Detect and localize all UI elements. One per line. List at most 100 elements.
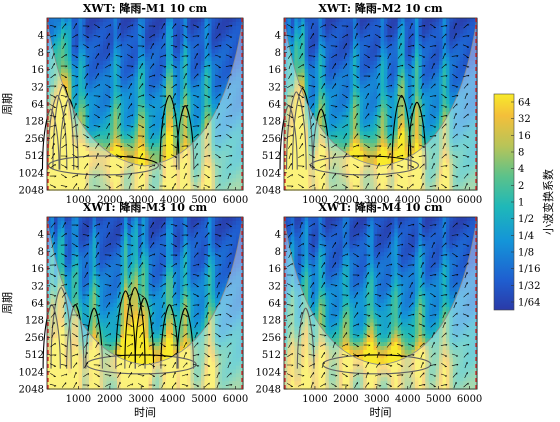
- heatmap-cell: [232, 64, 237, 70]
- heatmap-cell: [432, 178, 437, 183]
- heatmap-cell: [190, 57, 195, 62]
- heatmap-cell: [315, 131, 320, 136]
- heatmap-cell: [75, 84, 80, 89]
- heatmap-cell: [110, 72, 115, 78]
- heatmap-cell: [287, 76, 292, 82]
- heatmap-cell: [215, 64, 220, 70]
- heatmap-cell: [425, 29, 430, 35]
- heatmap-cell: [141, 18, 146, 23]
- phase-arrow: [95, 73, 99, 79]
- heatmap-cell: [173, 174, 178, 179]
- heatmap-cell: [363, 162, 368, 168]
- heatmap-cell: [218, 84, 223, 89]
- heatmap-cell: [366, 57, 371, 62]
- heatmap-cell: [120, 147, 125, 152]
- heatmap-cell: [414, 143, 420, 148]
- heatmap-cell: [173, 49, 178, 54]
- heatmap-cell: [439, 150, 444, 156]
- heatmap-cell: [145, 131, 150, 136]
- heatmap-cell: [373, 123, 378, 129]
- phase-arrow: [170, 154, 178, 158]
- heatmap-cell: [435, 96, 440, 101]
- heatmap-cell: [183, 166, 188, 172]
- heatmap-cell: [57, 182, 62, 187]
- heatmap-cell: [197, 131, 202, 136]
- heatmap-cell: [229, 182, 234, 187]
- heatmap-cell: [380, 154, 385, 160]
- heatmap-cell: [229, 104, 234, 109]
- heatmap-cell: [155, 174, 160, 179]
- phase-arrow: [61, 113, 67, 119]
- heatmap-cell: [152, 127, 157, 132]
- heatmap-cell: [315, 57, 320, 62]
- heatmap-cell: [211, 158, 216, 164]
- heatmap-cell: [117, 127, 122, 132]
- heatmap-cell: [120, 80, 125, 86]
- heatmap-cell: [131, 135, 136, 140]
- heatmap-cell: [339, 150, 344, 156]
- heatmap-cell: [363, 158, 368, 164]
- heatmap-cell: [96, 147, 101, 152]
- heatmap-cell: [387, 174, 392, 179]
- heatmap-cell: [61, 166, 66, 172]
- heatmap-cell: [449, 107, 454, 113]
- heatmap-cell: [169, 182, 174, 187]
- heatmap-cell: [308, 135, 313, 140]
- heatmap-cell: [401, 49, 406, 54]
- heatmap-cell: [359, 21, 364, 27]
- heatmap-cell: [321, 64, 326, 70]
- heatmap-cell: [222, 111, 227, 117]
- heatmap-cell: [148, 76, 153, 82]
- heatmap-cell: [187, 186, 192, 191]
- heatmap-cell: [366, 100, 371, 105]
- heatmap-cell: [229, 150, 234, 156]
- heatmap-cell: [85, 107, 90, 113]
- significance-contour: [159, 94, 180, 170]
- heatmap-cell: [418, 37, 423, 43]
- heatmap-cell: [325, 37, 330, 43]
- heatmap-cell: [414, 49, 420, 54]
- heatmap-cell: [124, 139, 129, 144]
- heatmap-cell: [190, 72, 195, 78]
- heatmap-cell: [421, 25, 426, 31]
- heatmap-cell: [75, 150, 80, 156]
- heatmap-cell: [61, 72, 66, 78]
- heatmap-cell: [449, 64, 454, 70]
- heatmap-cell: [439, 139, 444, 144]
- phase-arrow: [138, 173, 144, 179]
- heatmap-cell: [96, 41, 101, 46]
- heatmap-cell: [308, 166, 313, 172]
- heatmap-cell: [85, 139, 90, 144]
- heatmap-cell: [421, 96, 426, 101]
- heatmap-cell: [190, 18, 195, 23]
- heatmap-cell: [197, 135, 202, 140]
- heatmap-cell: [218, 111, 223, 117]
- heatmap-cell: [349, 178, 354, 183]
- heatmap-cell: [304, 139, 309, 144]
- heatmap-cell: [304, 158, 309, 164]
- heatmap-cell: [284, 33, 289, 39]
- heatmap-cell: [339, 158, 344, 164]
- heatmap-cell: [127, 158, 132, 164]
- heatmap-cell: [183, 80, 188, 86]
- heatmap-cell: [54, 68, 59, 74]
- x-ticks: 1000 2000 3000 4000 5000 6000: [66, 187, 248, 206]
- heatmap-cell: [148, 96, 153, 101]
- heatmap-cell: [435, 88, 440, 93]
- heatmap-cell: [85, 170, 90, 175]
- heatmap-cell: [127, 76, 132, 82]
- heatmap-cell: [110, 111, 115, 117]
- heatmap-cell: [411, 186, 416, 191]
- heatmap-cell: [297, 119, 302, 125]
- heatmap-cell: [304, 115, 309, 121]
- heatmap-cell: [229, 53, 234, 58]
- phase-arrow: [226, 103, 232, 109]
- heatmap-cell: [75, 107, 80, 113]
- heatmap-cell: [363, 123, 368, 129]
- heatmap-cell: [442, 182, 447, 187]
- heatmap-cell: [301, 178, 306, 183]
- heatmap-cell: [370, 45, 375, 50]
- heatmap-cell: [236, 174, 241, 179]
- heatmap-cell: [152, 68, 157, 74]
- heatmap-cell: [124, 21, 129, 27]
